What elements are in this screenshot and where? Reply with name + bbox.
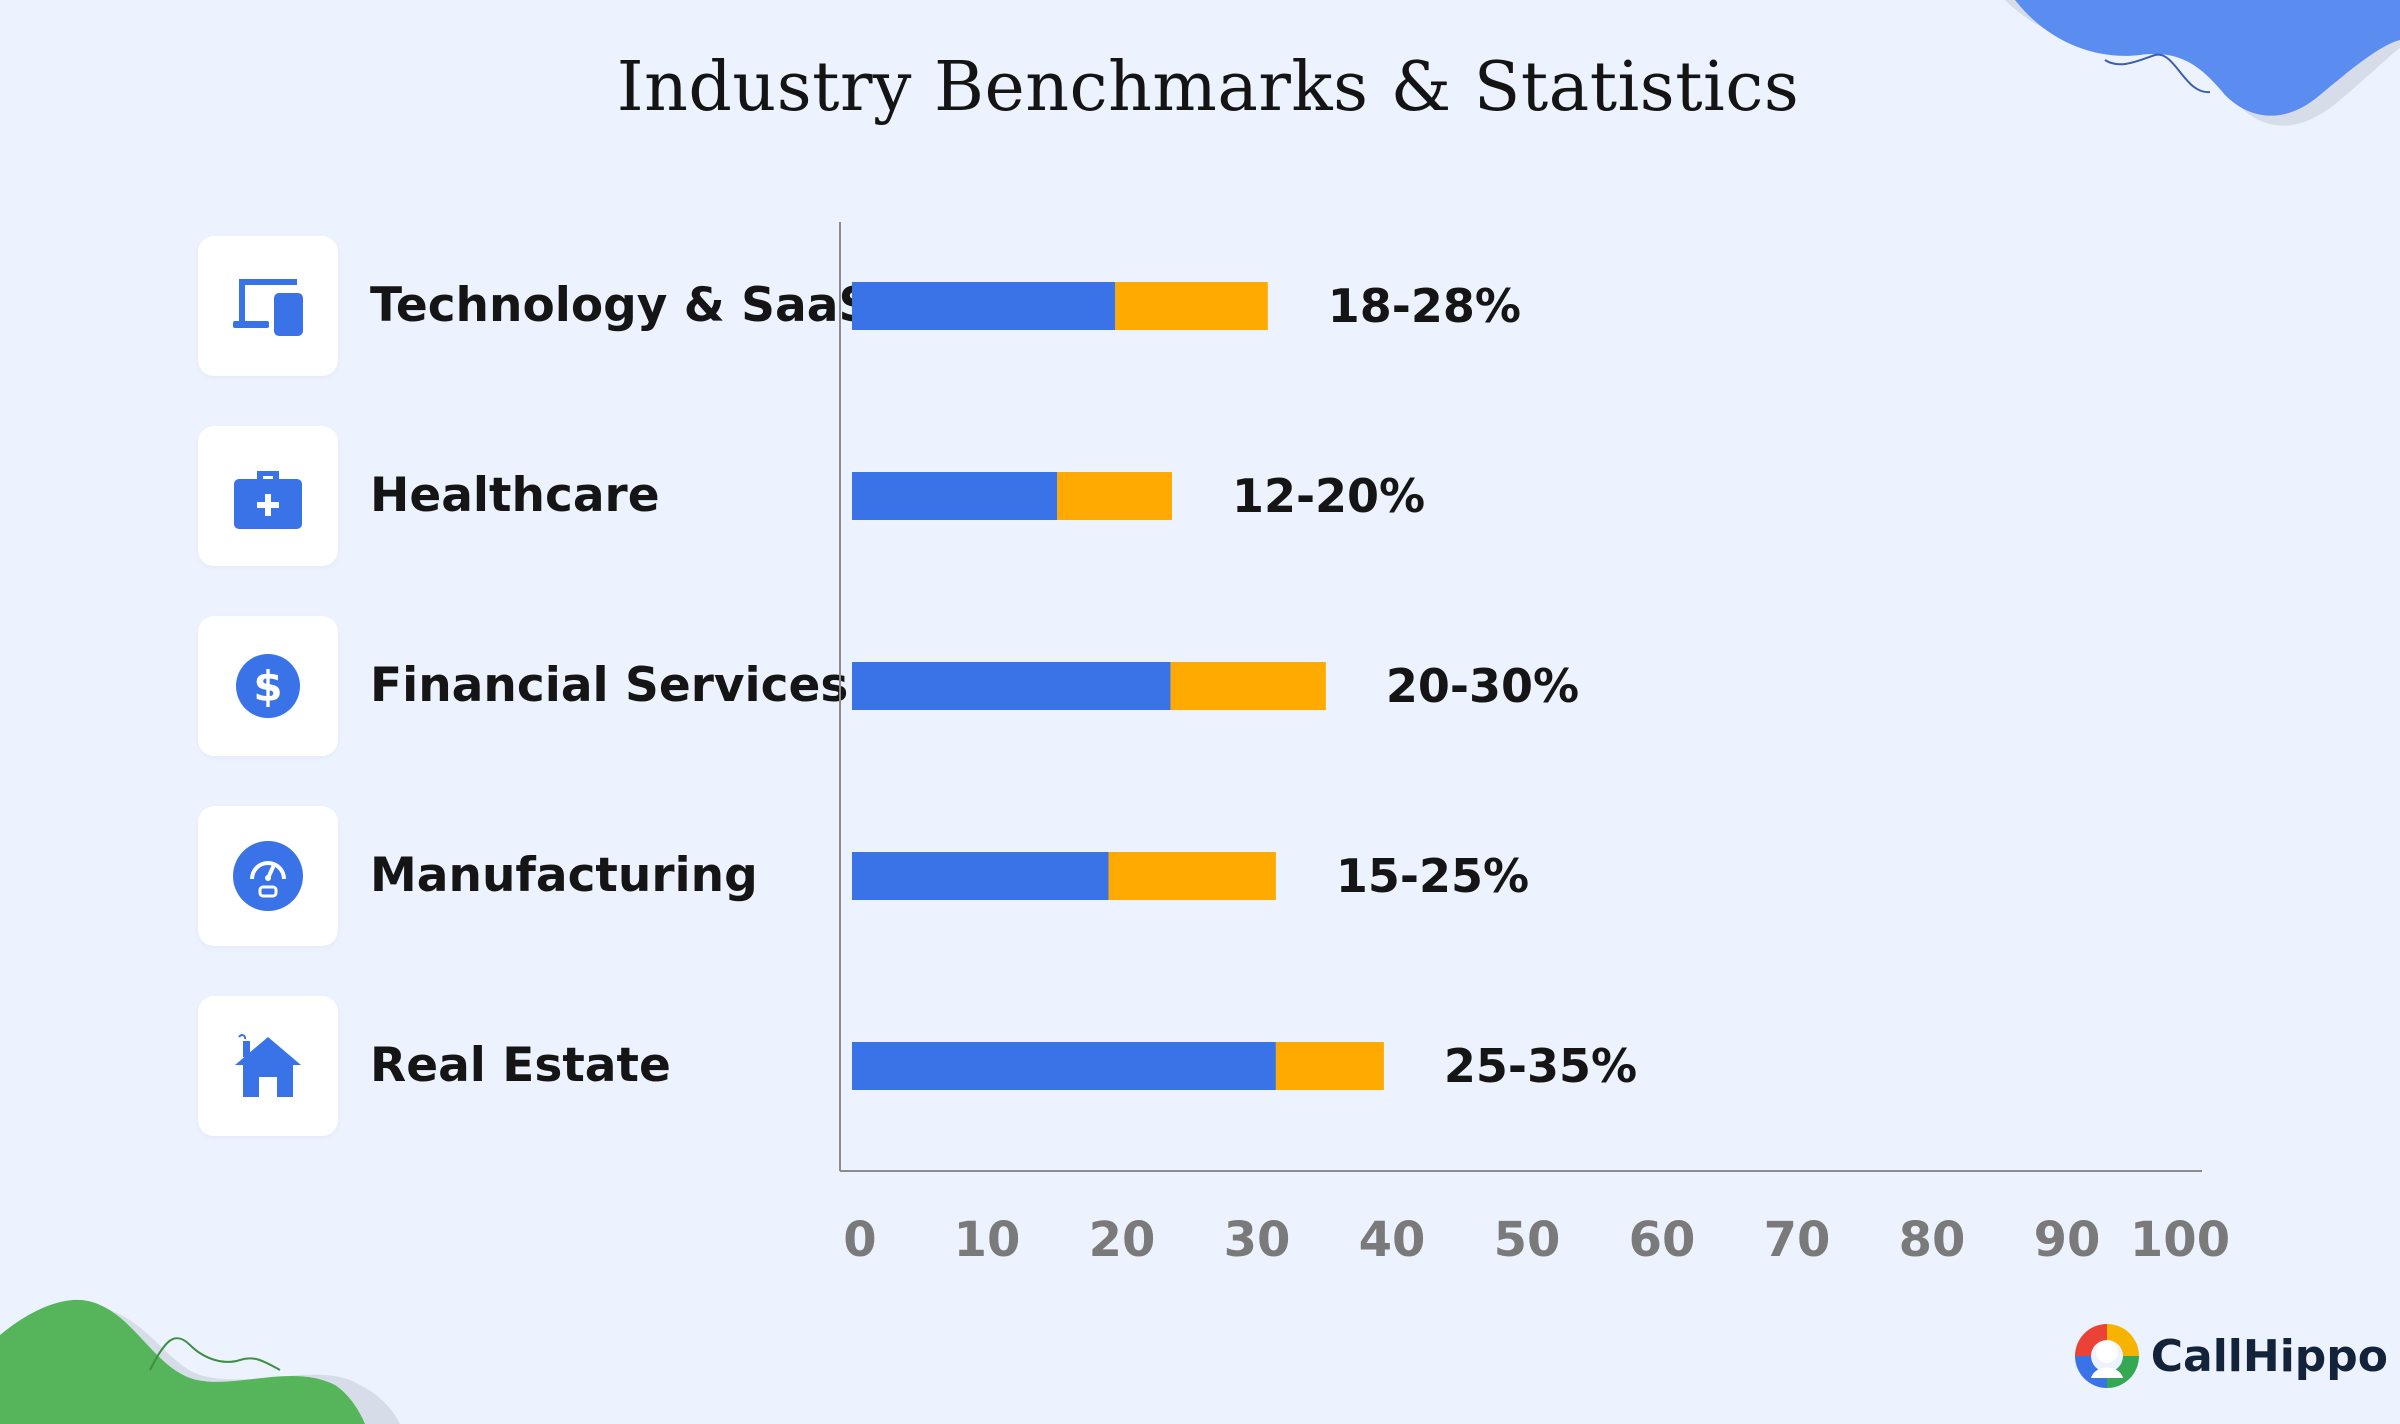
bar-high-manufacturing [1108, 852, 1276, 900]
bar-low-financial [852, 662, 1171, 710]
bar-low-technology [852, 282, 1116, 330]
bar-low-healthcare [852, 472, 1058, 520]
x-tick-label: 50 [1493, 1212, 1561, 1268]
x-tick-label: 90 [2033, 1212, 2101, 1268]
x-tick-label: 0 [843, 1212, 877, 1268]
x-tick-label: 100 [2129, 1212, 2231, 1268]
category-label-real-estate: Real Estate [370, 1038, 671, 1093]
icon-tile-manufacturing [198, 806, 338, 946]
brand-name: CallHippo [2150, 1330, 2388, 1382]
bar-high-financial [1170, 662, 1326, 710]
data-label-financial: 20-30% [1385, 659, 1580, 713]
house-icon [235, 1034, 301, 1097]
bar-high-technology [1115, 282, 1268, 330]
gauge-icon [233, 841, 303, 911]
x-tick-label: 10 [953, 1212, 1021, 1268]
icon-tile-real-estate [198, 996, 338, 1136]
bar-low-real-estate [852, 1042, 1276, 1090]
page-title: Industry Benchmarks & Statistics [616, 48, 1800, 127]
category-label-healthcare: Healthcare [370, 468, 660, 523]
x-tick-label: 60 [1628, 1212, 1696, 1268]
medical-kit-icon [234, 471, 302, 529]
x-tick-label: 20 [1088, 1212, 1156, 1268]
data-label-technology: 18-28% [1327, 279, 1522, 333]
bar-low-manufacturing [852, 852, 1109, 900]
icon-tile-technology [198, 236, 338, 376]
x-tick-label: 80 [1898, 1212, 1966, 1268]
data-label-healthcare: 12-20% [1231, 469, 1426, 523]
bar-high-real-estate [1275, 1042, 1384, 1090]
dollar-icon: $ [236, 654, 300, 718]
callhippo-logo-icon [2074, 1324, 2139, 1388]
icon-tile-financial: $ [198, 616, 338, 756]
icon-tile-healthcare [198, 426, 338, 566]
bar-high-healthcare [1057, 472, 1172, 520]
data-label-manufacturing: 15-25% [1335, 849, 1530, 903]
svg-text:$: $ [253, 662, 282, 711]
brand-logo: CallHippo [2073, 1322, 2388, 1390]
category-label-manufacturing: Manufacturing [370, 848, 758, 903]
category-label-technology: Technology & SaaS [370, 278, 873, 333]
x-tick-label: 40 [1358, 1212, 1426, 1268]
x-tick-label: 30 [1223, 1212, 1291, 1268]
devices-icon [233, 279, 303, 336]
data-label-real-estate: 25-35% [1443, 1039, 1638, 1093]
category-label-financial: Financial Services [370, 658, 849, 713]
x-tick-label: 70 [1763, 1212, 1831, 1268]
